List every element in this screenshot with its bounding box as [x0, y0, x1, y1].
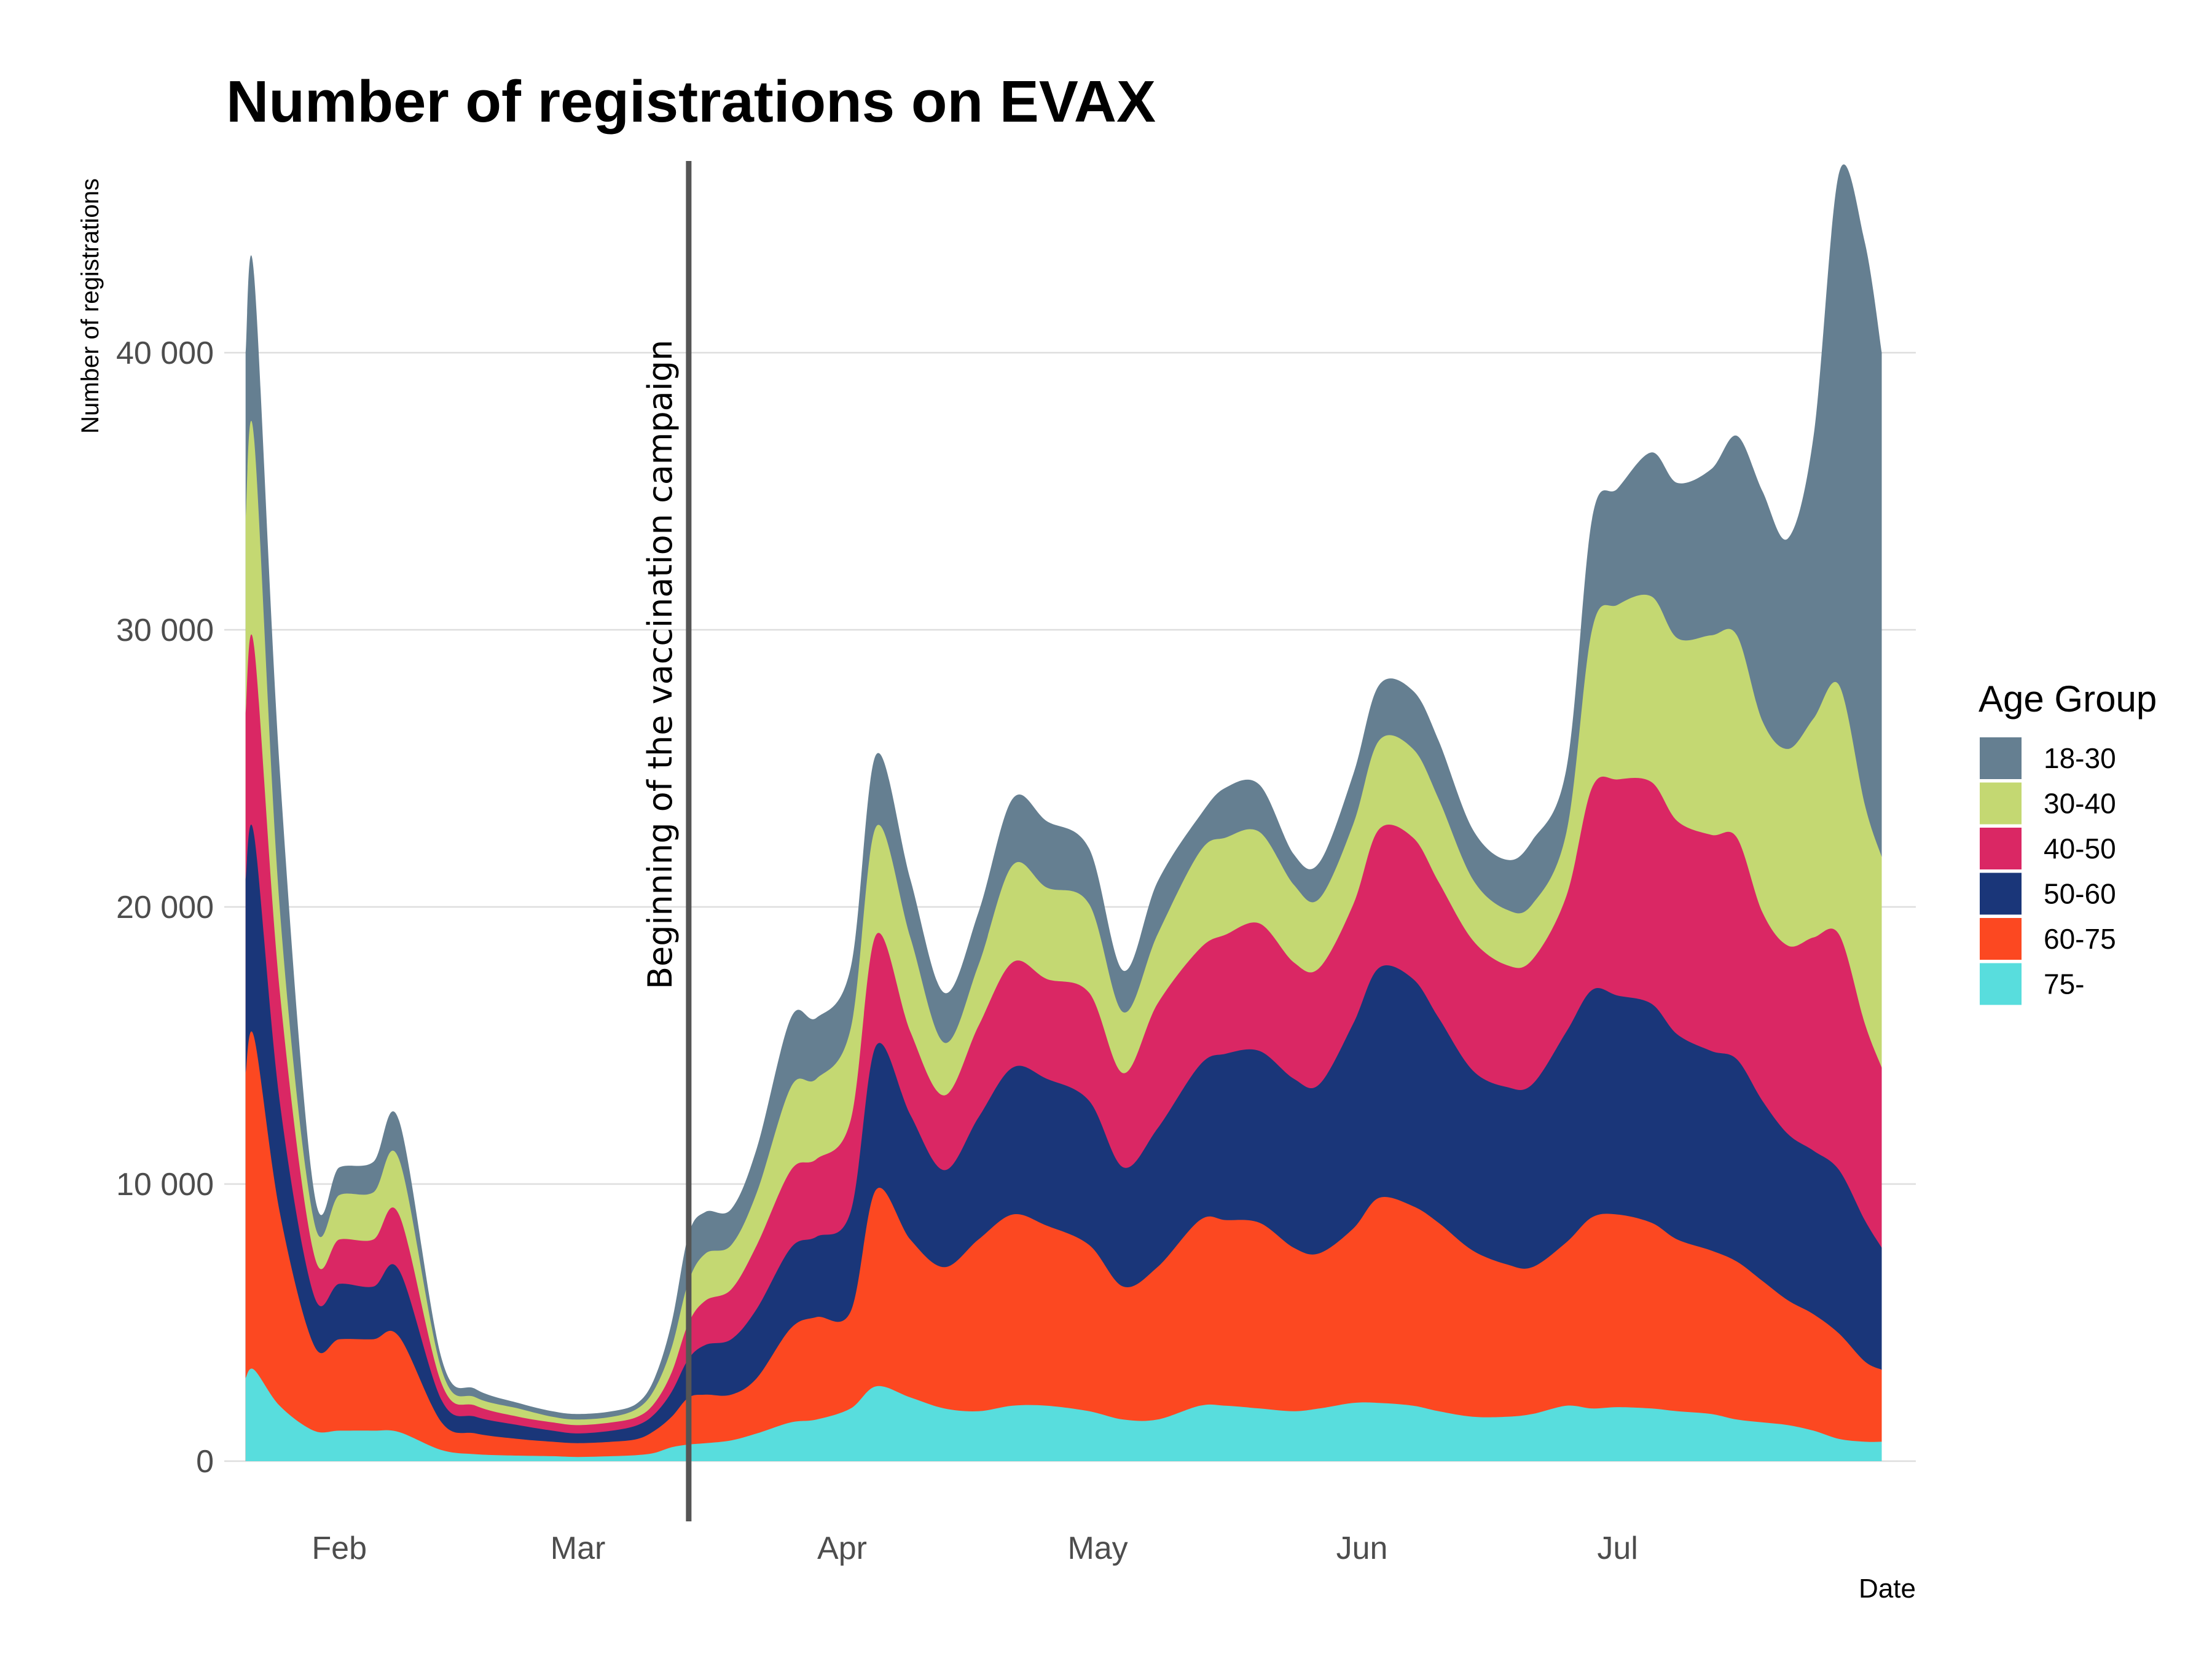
- stacked-areas: [245, 164, 1882, 1462]
- y-tick-label-4: 40 000: [116, 335, 214, 371]
- x-tick-label-jun: Jun: [1336, 1531, 1388, 1566]
- area-75: [245, 1368, 1882, 1461]
- legend-label-18-30: 18-30: [2044, 742, 2116, 774]
- y-axis-ticks: 0 10 000 20 000 30 000 40 000: [116, 335, 214, 1480]
- legend-label-50-60: 50-60: [2044, 878, 2116, 910]
- legend-label-60-75: 60-75: [2044, 923, 2116, 955]
- legend-label-75: 75-: [2044, 968, 2084, 1000]
- y-tick-label-0: 0: [196, 1444, 214, 1480]
- x-tick-label-jul: Jul: [1597, 1531, 1637, 1566]
- y-tick-label-1: 10 000: [116, 1167, 214, 1202]
- x-tick-label-feb: Feb: [312, 1531, 367, 1566]
- area-60-75: [245, 1031, 1882, 1461]
- y-tick-label-3: 30 000: [116, 613, 214, 648]
- legend-swatch-60-75: [1980, 918, 2022, 960]
- chart-title: Number of registrations on EVAX: [226, 69, 1156, 135]
- annotation: Beginning of the vaccination campaign: [641, 161, 692, 1521]
- x-tick-label-apr: Apr: [817, 1531, 867, 1566]
- x-tick-label-mar: Mar: [551, 1531, 606, 1566]
- y-tick-label-2: 20 000: [116, 890, 214, 925]
- legend-label-30-40: 30-40: [2044, 788, 2116, 820]
- x-axis-ticks: Feb Mar Apr May Jun Jul: [312, 1531, 1637, 1566]
- legend-swatch-75: [1980, 963, 2022, 1005]
- x-tick-label-may: May: [1067, 1531, 1128, 1566]
- y-axis-label: Number of registrations: [77, 178, 104, 434]
- x-axis-label: Date: [1859, 1574, 1916, 1604]
- legend-swatch-18-30: [1980, 737, 2022, 779]
- legend-title: Age Group: [1979, 678, 2157, 720]
- legend-swatch-40-50: [1980, 828, 2022, 869]
- legend-swatch-50-60: [1980, 873, 2022, 915]
- legend-swatch-30-40: [1980, 782, 2022, 825]
- legend-label-40-50: 40-50: [2044, 833, 2116, 865]
- annotation-label: Beginning of the vaccination campaign: [641, 340, 680, 989]
- legend: Age Group 18-30 30-40 40-50 50-60 60-75 75-: [1979, 678, 2157, 1005]
